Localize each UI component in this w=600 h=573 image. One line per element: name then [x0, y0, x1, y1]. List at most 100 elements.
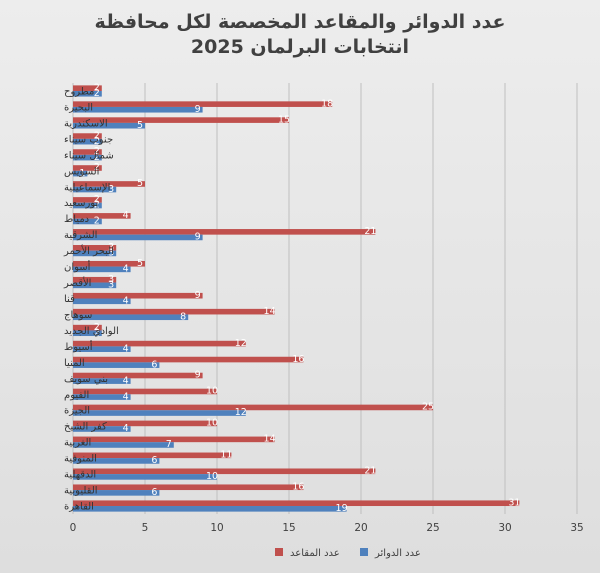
bar-districts	[73, 282, 117, 289]
data-label-districts: 6	[151, 487, 157, 498]
data-label-districts: 6	[151, 359, 157, 370]
bar-districts	[73, 330, 102, 337]
data-label-seats: 21	[364, 226, 376, 237]
category-label: دمياط	[64, 214, 89, 225]
chart-title-line-2: انتخابات البرلمان 2025	[191, 36, 409, 58]
bar-districts	[73, 186, 117, 193]
bar-seats	[73, 500, 520, 507]
data-label-seats: 9	[195, 290, 201, 301]
data-label-seats: 5	[137, 258, 143, 269]
data-label-seats: 4	[123, 210, 129, 221]
bar-districts	[73, 122, 145, 129]
bar-seats	[73, 308, 275, 315]
legend: عدد المقاعد عدد الدوائر	[275, 548, 421, 559]
data-label-seats: 10	[206, 386, 218, 397]
data-label-seats: 25	[422, 402, 434, 413]
bar-seats	[73, 117, 289, 123]
bar-seats	[73, 85, 102, 91]
category-label: كفر الشيخ	[64, 422, 107, 433]
category-label: بني سويف	[64, 374, 108, 385]
bar-districts	[73, 106, 203, 113]
bar-districts	[73, 490, 160, 496]
data-label-districts: 19	[336, 503, 348, 514]
bar-seats	[73, 340, 246, 347]
bar-districts	[73, 506, 347, 512]
category-label: بورسعيد	[64, 198, 98, 209]
category-label: البحر الأحمر	[63, 244, 114, 257]
data-label-seats: 2	[94, 194, 100, 205]
bar-seats	[73, 133, 102, 139]
data-label-districts: 2	[94, 200, 100, 211]
bar-seats	[73, 468, 376, 475]
data-label-seats: 5	[137, 178, 143, 189]
data-label-districts: 2	[94, 152, 100, 163]
bar-seats	[73, 229, 376, 235]
data-label-seats: 2	[94, 146, 100, 157]
data-label-seats: 3	[108, 274, 114, 285]
data-label-districts: 8	[180, 311, 186, 322]
gridlines	[72, 83, 578, 514]
data-label-districts: 2	[94, 216, 100, 227]
category-label: القليوبية	[64, 486, 98, 497]
category-label: أسيوط	[64, 340, 93, 353]
data-label-districts: 4	[123, 343, 129, 354]
bar-seats	[73, 324, 102, 331]
category-label: الاسكندرية	[64, 118, 108, 129]
bar-seats	[73, 165, 102, 171]
category-label: قنا	[64, 294, 75, 305]
chart-title-line-1: عدد الدوائر والمقاعد المخصصة لكل محافظة	[95, 11, 506, 33]
data-label-districts: 4	[123, 391, 129, 402]
bar-seats	[73, 404, 433, 411]
data-label-seats: 16	[292, 481, 304, 492]
data-label-districts: 2	[94, 88, 100, 99]
category-label: الغربية	[64, 438, 91, 449]
data-label-seats: 18	[321, 98, 333, 109]
category-label: سوهاج	[64, 310, 92, 321]
data-label-districts: 6	[151, 455, 157, 466]
bar-districts	[73, 266, 131, 273]
x-tick-label: 25	[426, 522, 439, 534]
data-label-districts: 2	[94, 327, 100, 338]
data-label-districts: 3	[108, 184, 114, 195]
data-label-districts: 4	[123, 375, 129, 386]
bar-districts	[73, 442, 174, 448]
category-label: المنوفية	[64, 454, 97, 465]
x-tick-label: 0	[70, 522, 77, 534]
category-label: البحيرة	[64, 102, 93, 113]
x-tick-label: 20	[354, 522, 367, 534]
bar-districts	[73, 170, 88, 177]
data-label-seats: 2	[94, 322, 100, 333]
data-label-districts: 9	[195, 232, 201, 243]
bar-seats	[73, 292, 203, 299]
data-label-districts: 4	[123, 296, 129, 307]
data-label-districts: 9	[195, 104, 201, 115]
category-label: مطروح	[64, 86, 94, 97]
bar-districts	[73, 394, 131, 400]
bar-seats	[73, 260, 145, 267]
data-label-seats: 2	[94, 82, 100, 93]
category-label: الوادي الجديد	[64, 326, 119, 337]
legend-swatch-districts	[360, 548, 368, 556]
bar-seats	[73, 388, 217, 395]
data-label-seats: 15	[278, 114, 290, 125]
data-label-seats: 9	[195, 370, 201, 381]
x-tick-label: 15	[282, 522, 295, 534]
category-label: المنيا	[64, 358, 85, 369]
data-label-districts: 10	[206, 471, 218, 482]
data-label-seats: 14	[264, 306, 276, 317]
bar-districts	[73, 218, 102, 225]
data-label-seats: 3	[108, 242, 114, 253]
bar-seats	[73, 101, 333, 107]
bar-seats	[73, 356, 304, 363]
category-label: الفيوم	[64, 390, 89, 401]
data-label-districts: 3	[108, 248, 114, 259]
category-label: القاهرة	[64, 502, 94, 513]
x-tick-label: 35	[570, 522, 583, 534]
category-labels: مطروح البحيرة الاسكندرية جنوب سيناء شمال سين…	[63, 86, 119, 512]
x-axis-ticks: 0 5 10 15 20 25 30 35	[70, 522, 584, 534]
bar-districts	[73, 298, 131, 305]
bar-seats	[73, 452, 232, 459]
bar-districts	[73, 314, 189, 321]
